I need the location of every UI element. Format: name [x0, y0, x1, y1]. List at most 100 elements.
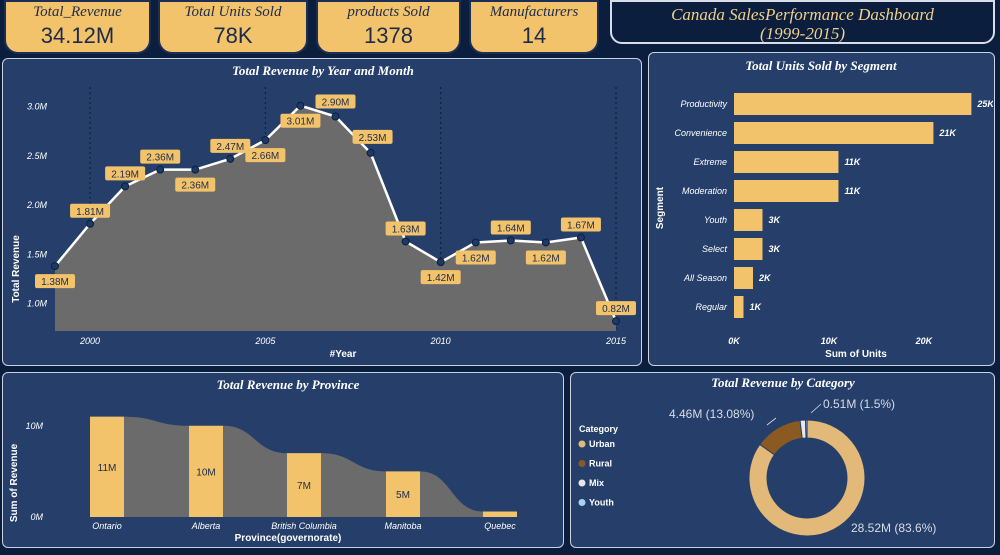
x-tick-label: 2000: [79, 336, 100, 346]
data-label-bg: [140, 149, 181, 164]
data-point: [471, 238, 480, 247]
kpi-card-total-revenue: Total_Revenue 34.12M: [4, 0, 151, 54]
revenue-by-province-panel: Total Revenue by Province Sum of Revenue…: [2, 372, 564, 548]
data-point: [86, 219, 95, 228]
data-label: 2.36M: [146, 153, 174, 164]
legend-swatch: [578, 460, 586, 467]
data-label: 1.67M: [567, 221, 595, 232]
leader-line: [766, 417, 777, 426]
data-point: [436, 258, 445, 267]
data-label: 1.62M: [462, 253, 490, 264]
x-tick-label: 0K: [728, 336, 741, 346]
legend-title: Category: [579, 424, 618, 434]
bar-value-label: 25K: [976, 99, 993, 109]
revenue-area: [55, 105, 616, 332]
legend-label: Urban: [589, 439, 615, 449]
chart-title: Total Revenue by Province: [217, 377, 360, 392]
segment-label: Extreme: [693, 157, 727, 167]
legend-swatch: [578, 499, 586, 506]
data-point: [121, 182, 130, 191]
legend-label: Youth: [589, 498, 614, 508]
kpi-label: Total Units Sold: [184, 4, 282, 20]
y-tick-label: 3.0M: [27, 102, 48, 112]
data-point: [611, 317, 620, 326]
x-tick-label: 10K: [821, 336, 839, 346]
data-point: [506, 236, 515, 245]
data-point: [331, 112, 340, 121]
dashboard-title-line2: (1999-2015): [760, 24, 845, 43]
province-label: Ontario: [92, 521, 122, 531]
bar-value-label: 11M: [98, 463, 117, 474]
segment-bar: [734, 296, 744, 318]
x-axis-label: #Year: [330, 349, 357, 360]
segment-bar: [734, 238, 763, 260]
province-label: Alberta: [191, 521, 221, 531]
bar-value-label: 11K: [844, 157, 861, 167]
data-point: [51, 262, 59, 271]
data-label-bg: [352, 129, 393, 144]
chart-title: Total Revenue by Category: [711, 375, 855, 390]
kpi-value: 78K: [213, 23, 253, 48]
data-label: 2.90M: [322, 98, 350, 109]
data-label: 2.53M: [359, 133, 387, 144]
segment-bar: [734, 180, 839, 202]
y-tick-label: 1.5M: [27, 249, 48, 259]
legend-label: Rural: [589, 459, 612, 469]
data-label-bg: [525, 250, 566, 265]
data-point: [261, 136, 270, 145]
x-axis-label: Sum of Units: [825, 349, 887, 360]
kpi-label: Total_Revenue: [33, 4, 122, 20]
leader-line: [810, 403, 822, 414]
donut-slice: [748, 419, 866, 537]
data-label-bg: [455, 250, 496, 265]
data-label-bg: [315, 94, 356, 109]
chart-title: Total Units Sold by Segment: [745, 58, 897, 73]
segment-bar: [734, 209, 763, 231]
y-tick-label: 1.0M: [27, 298, 48, 308]
bar-value-label: 10M: [196, 467, 215, 478]
data-point: [541, 238, 550, 247]
slice-label: 4.46M (13.08%): [669, 407, 754, 421]
data-label-bg: [420, 270, 461, 285]
revenue-by-year-panel: Total Revenue by Year and Month Total Re…: [2, 58, 642, 366]
data-label: 3.01M: [287, 117, 315, 128]
segment-label: Convenience: [674, 128, 727, 138]
segment-label: Youth: [704, 215, 727, 225]
y-axis-label: Sum of Revenue: [9, 443, 20, 522]
data-point: [401, 237, 410, 246]
data-label: 2.66M: [251, 151, 279, 162]
x-tick-label: 2010: [430, 336, 451, 346]
data-point: [296, 101, 305, 110]
province-bar: [386, 471, 420, 517]
kpi-card-total-units: Total Units Sold 78K: [158, 0, 308, 54]
bar-value-label: 21K: [938, 128, 957, 138]
bar-value-label: 3K: [768, 244, 781, 254]
y-tick-label: 2.0M: [26, 200, 48, 210]
x-tick-label: 20K: [915, 336, 934, 346]
segment-bar: [734, 122, 934, 144]
units-by-segment-chart: Total Units Sold by Segment Segment Sum …: [655, 58, 995, 360]
province-bar: [189, 425, 223, 517]
province-bar: [287, 453, 321, 517]
province-bar: [90, 416, 124, 517]
kpi-label: Manufacturers: [489, 4, 579, 20]
x-axis-label: Province(governorate): [235, 533, 342, 544]
data-label-bg: [385, 221, 426, 236]
x-tick-label: 2015: [605, 336, 627, 346]
data-point: [576, 233, 585, 242]
data-point: [191, 165, 200, 174]
units-by-segment-panel: Total Units Sold by Segment Segment Sum …: [648, 52, 995, 366]
kpi-value: 14: [521, 23, 547, 48]
segment-bar: [734, 267, 753, 289]
data-label-bg: [245, 148, 286, 163]
x-tick-label: 2005: [254, 336, 276, 346]
bar-value-label: 1K: [749, 302, 762, 312]
data-label-bg: [105, 166, 146, 181]
legend-swatch: [578, 440, 586, 448]
data-point: [366, 148, 375, 157]
province-bar: [483, 511, 517, 517]
revenue-by-category-chart: Total Revenue by Category Category Urban…: [578, 375, 936, 537]
data-label: 2.36M: [181, 181, 209, 192]
data-label-bg: [175, 177, 216, 192]
kpi-card-manufacturers: Manufacturers 14: [469, 0, 599, 54]
